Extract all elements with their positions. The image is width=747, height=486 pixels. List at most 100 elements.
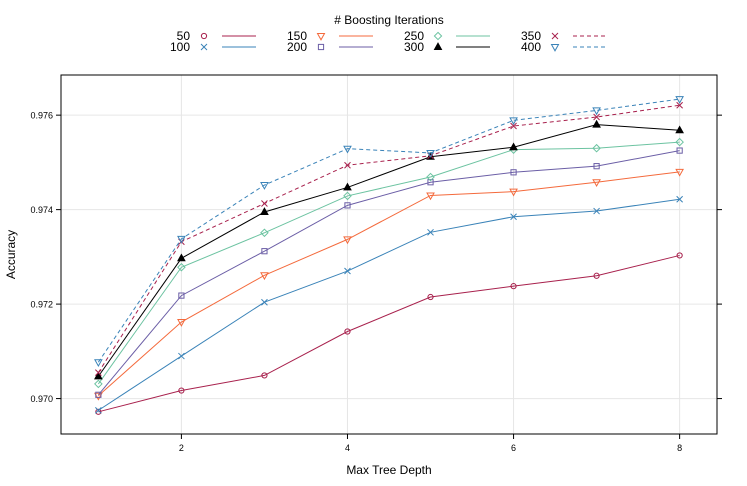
data-point — [426, 149, 435, 158]
data-point — [675, 168, 684, 177]
data-point — [316, 33, 326, 41]
marker-stroke — [344, 161, 351, 169]
data-point — [510, 283, 517, 290]
legend-label: 150 — [287, 29, 307, 43]
data-point — [675, 125, 684, 134]
data-point — [177, 319, 186, 327]
data-point — [344, 202, 351, 209]
data-point — [550, 44, 560, 52]
legend-label: 50 — [177, 29, 191, 43]
data-point — [200, 43, 208, 51]
y-tick-label: 0.974 — [30, 205, 53, 215]
y-tick-label: 0.972 — [30, 300, 53, 310]
data-point — [433, 42, 443, 50]
series-150 — [94, 168, 684, 401]
data-point — [94, 379, 103, 389]
series-100 — [95, 195, 683, 414]
data-point — [433, 31, 443, 41]
data-point — [94, 359, 103, 368]
data-point — [592, 179, 601, 188]
marker-stroke — [344, 267, 351, 275]
series-400 — [94, 96, 684, 368]
data-point — [676, 195, 683, 203]
data-point — [427, 293, 434, 301]
data-point — [343, 145, 352, 154]
marker-stroke — [200, 43, 208, 51]
data-point — [261, 298, 268, 306]
data-point — [177, 262, 186, 272]
panel-border — [60, 74, 718, 435]
data-point — [426, 172, 435, 182]
data-point — [509, 188, 518, 197]
series-line — [97, 104, 680, 373]
marker-stroke — [510, 122, 517, 130]
marker-stroke — [676, 195, 683, 203]
data-point — [675, 137, 684, 147]
y-tick-label: 0.970 — [30, 394, 53, 404]
series-line — [98, 198, 680, 411]
marker-stroke — [593, 113, 600, 121]
series-line — [97, 150, 680, 396]
series-200 — [95, 147, 683, 398]
data-point — [95, 408, 102, 415]
data-point — [344, 267, 351, 275]
data-point — [344, 161, 351, 169]
data-point — [592, 107, 601, 116]
data-point — [260, 228, 269, 238]
data-point — [510, 213, 517, 221]
data-point — [676, 101, 683, 109]
marker-stroke — [178, 352, 185, 360]
legend-label: 400 — [521, 40, 541, 54]
y-tick-label: 0.976 — [30, 111, 53, 121]
data-point — [200, 32, 208, 40]
legend-title: # Boosting Iterations — [334, 13, 443, 27]
data-point — [95, 407, 102, 414]
marker-stroke — [593, 207, 600, 215]
marker-stroke — [95, 369, 102, 376]
legend-item-50: 50 — [177, 29, 256, 43]
data-point — [178, 387, 185, 394]
data-point — [95, 369, 102, 376]
data-point — [426, 192, 435, 201]
data-point — [509, 142, 518, 151]
series-line — [97, 98, 680, 363]
series-line — [98, 171, 680, 397]
data-point — [675, 96, 684, 104]
axis-ticks: 2 4 6 8 0.970 0.972 0.974 0.976 — [30, 111, 722, 453]
series-line — [97, 124, 680, 377]
series-line — [97, 141, 680, 385]
data-point — [261, 372, 268, 379]
legend-item-350: 350 — [521, 29, 607, 43]
legend-item-400: 400 — [521, 40, 607, 54]
data-point — [343, 236, 352, 245]
data-point — [260, 272, 269, 281]
x-tick-label: 6 — [511, 443, 516, 453]
legend-item-150: 150 — [287, 29, 373, 43]
series-300 — [94, 119, 684, 380]
marker-stroke — [676, 101, 683, 109]
data-point — [261, 248, 268, 255]
data-point — [177, 253, 186, 262]
data-point — [592, 143, 601, 153]
marker-stroke — [427, 228, 434, 236]
data-point — [427, 228, 434, 236]
data-point — [551, 32, 559, 40]
data-point — [593, 163, 600, 170]
grid — [61, 75, 717, 434]
data-point — [260, 207, 269, 215]
data-point — [593, 207, 600, 215]
data-point — [261, 200, 268, 207]
data-point — [343, 182, 352, 191]
data-point — [427, 179, 434, 186]
data-point — [592, 119, 601, 128]
series-50 — [95, 252, 683, 415]
data-point — [94, 371, 103, 380]
series-line — [98, 254, 680, 413]
y-axis-label: Accuracy — [4, 230, 18, 279]
data-point — [676, 147, 683, 154]
x-axis-label: Max Tree Depth — [346, 463, 431, 477]
marker-stroke — [551, 32, 559, 40]
legend-label: 200 — [287, 40, 307, 54]
legend-item-200: 200 — [287, 40, 373, 54]
data-point — [343, 191, 352, 201]
